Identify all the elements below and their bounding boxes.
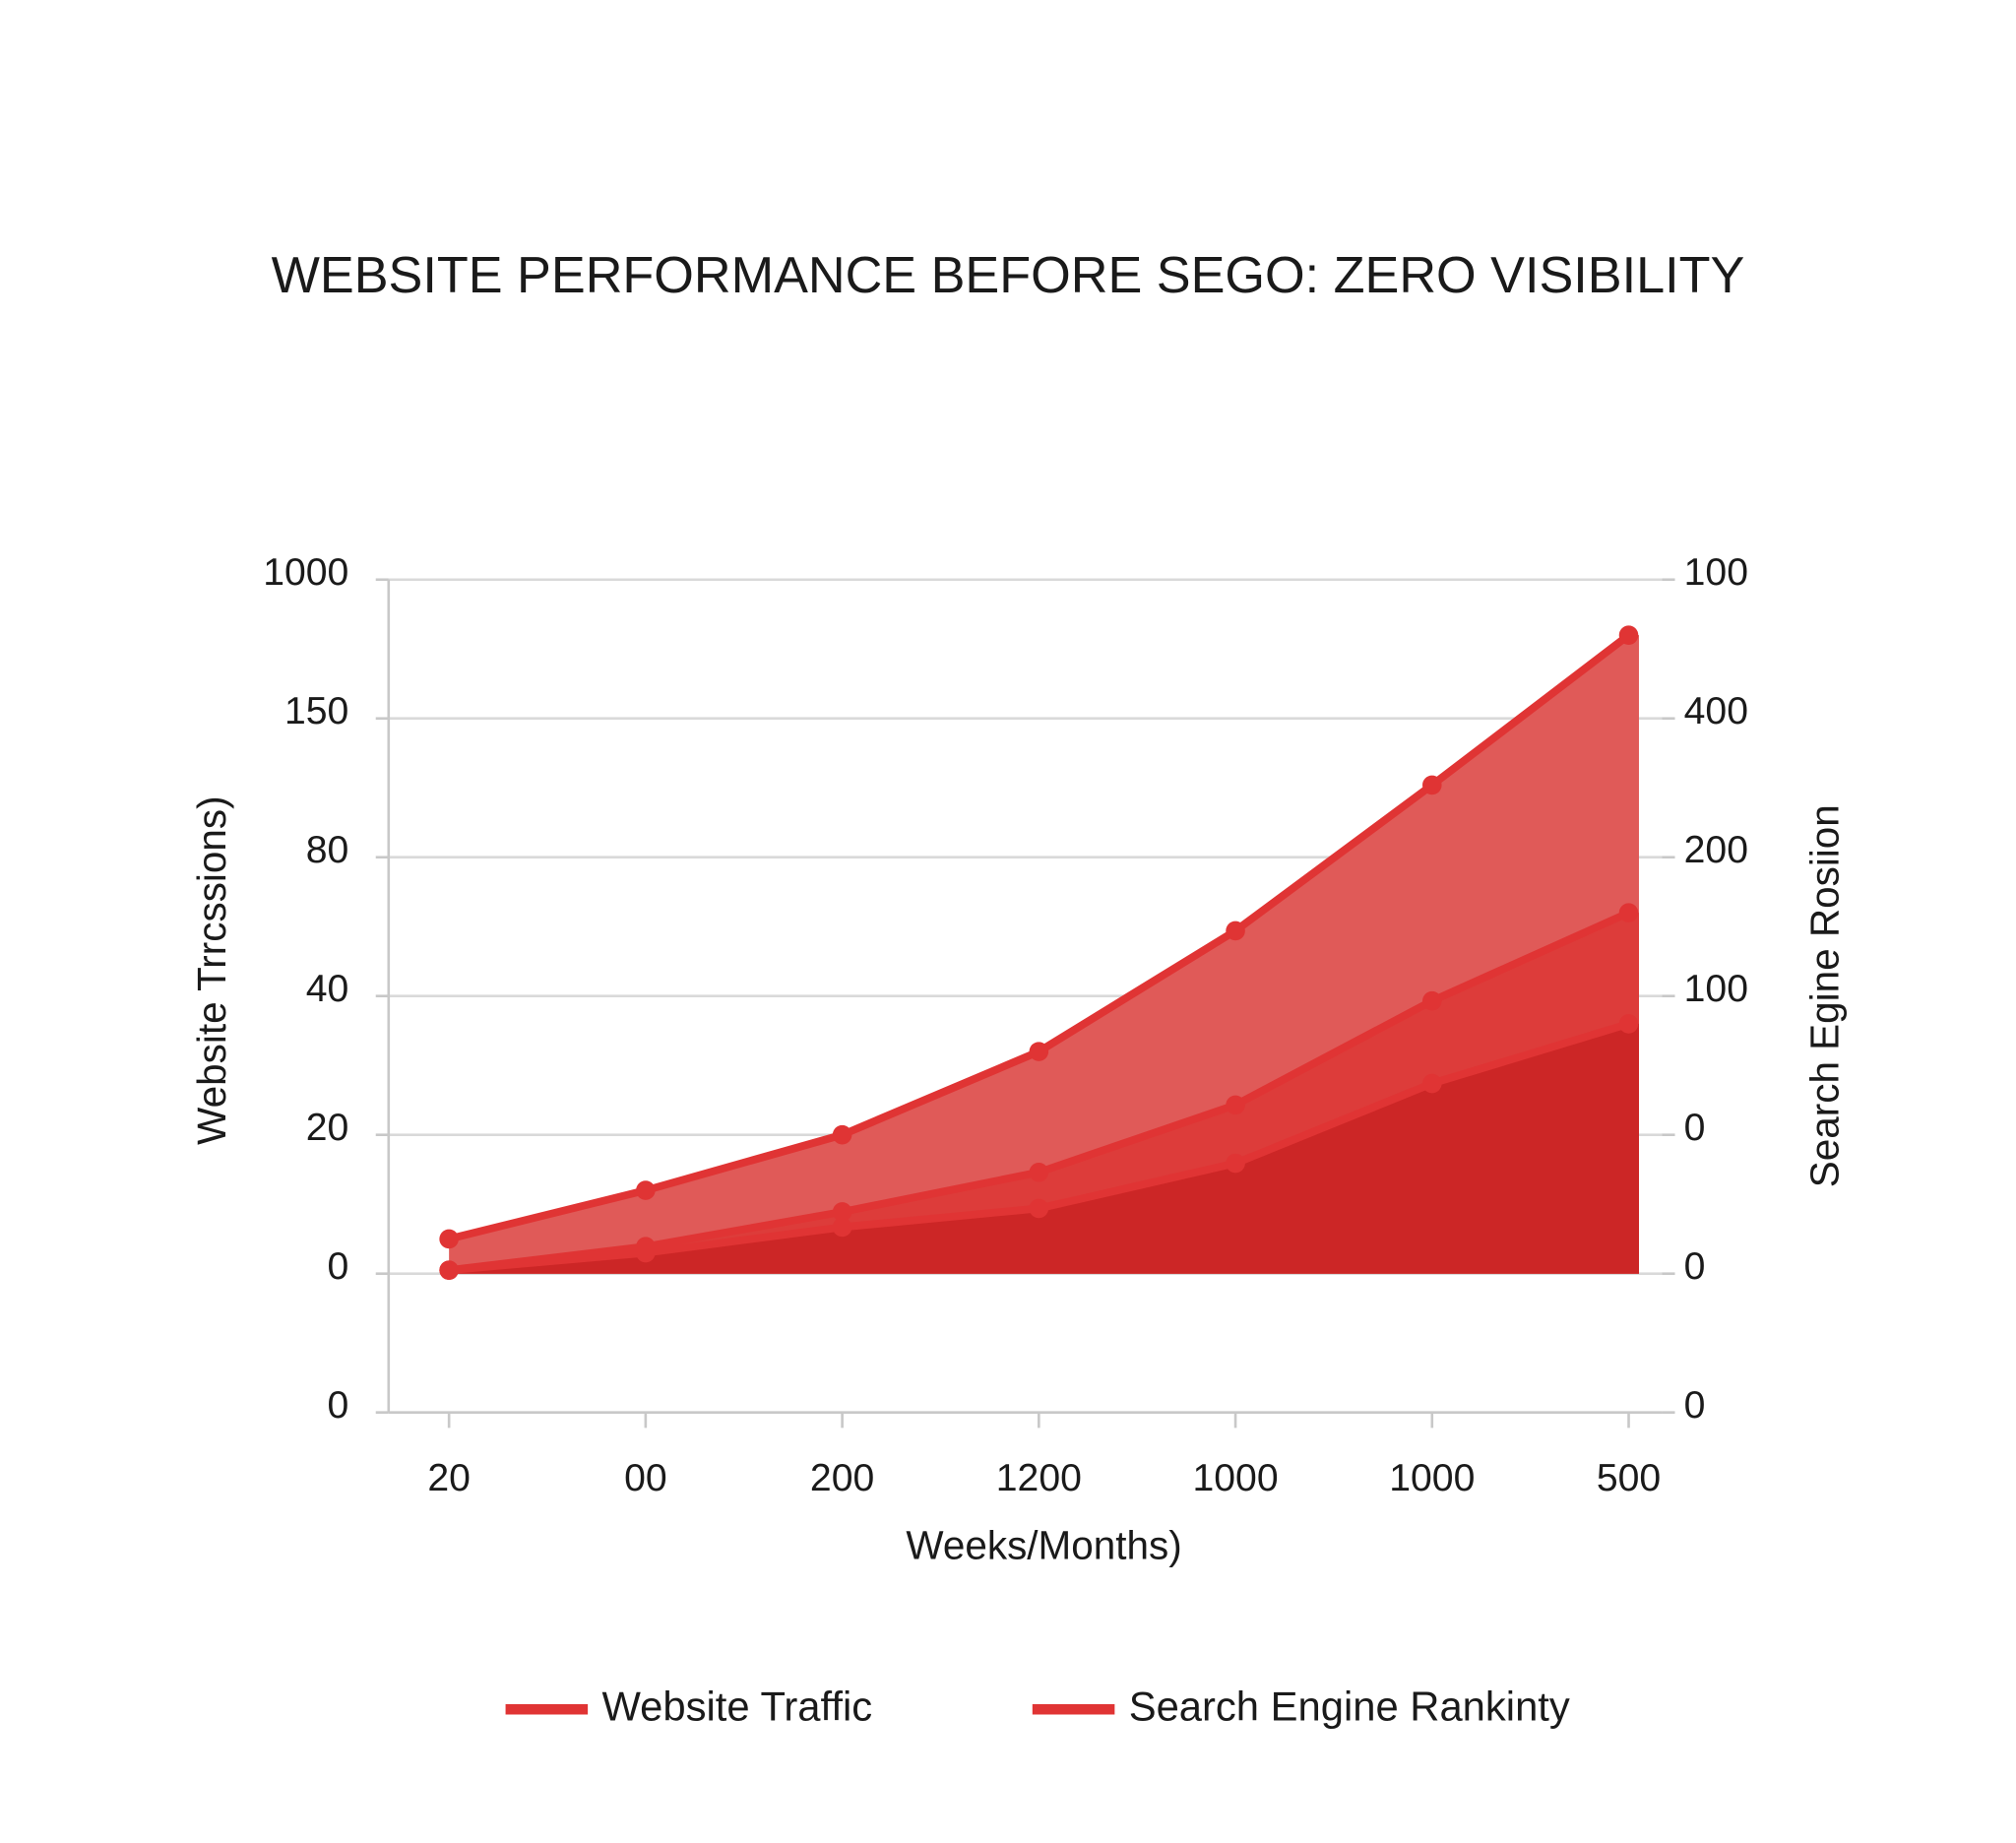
point-marker: [832, 1202, 852, 1222]
y-tick-label: 80: [306, 829, 349, 871]
point-marker: [1618, 625, 1639, 645]
y-tick-label: 20: [306, 1107, 349, 1149]
y2-tick-label: 400: [1684, 690, 1748, 732]
y2-tick-label: 100: [1684, 551, 1748, 594]
y2-tick-label: 200: [1684, 829, 1748, 871]
x-tick-label: 1000: [1193, 1457, 1279, 1499]
y2-tick-label: 0: [1684, 1107, 1706, 1149]
x-tick-label: 1000: [1389, 1457, 1475, 1499]
x-tick-label: 00: [624, 1457, 667, 1499]
point-marker: [1226, 1153, 1245, 1174]
y2-tick-label: 100: [1684, 968, 1748, 1010]
y2-axis-title: Search Egine Rosiion: [1802, 804, 1848, 1187]
point-marker: [1226, 1095, 1245, 1115]
point-marker: [832, 1124, 852, 1145]
point-marker: [636, 1180, 656, 1200]
point-marker: [1422, 1073, 1442, 1094]
legend: Website Traffic Search Engine Rankinty: [505, 1683, 1570, 1729]
point-marker: [636, 1242, 656, 1263]
plot-area: [439, 625, 1639, 1280]
x-tick-label: 200: [810, 1457, 874, 1499]
x-tick-label: 500: [1597, 1457, 1661, 1499]
point-marker: [1029, 1162, 1049, 1182]
x-axis-title: Weeks/Months): [906, 1523, 1181, 1568]
y-tick-label: 0: [328, 1245, 349, 1288]
x-tick-label: 20: [427, 1457, 471, 1499]
point-marker: [1618, 903, 1639, 922]
y-tick-label: 150: [284, 690, 348, 732]
y-tick-label: 1000: [263, 551, 348, 594]
y-tick-label: 40: [306, 968, 349, 1010]
y-tick-label: 0: [328, 1384, 349, 1427]
legend-label: Website Traffic: [601, 1683, 872, 1729]
x-tick-label: 1200: [996, 1457, 1082, 1499]
point-marker: [1422, 775, 1442, 795]
point-marker: [1618, 1014, 1639, 1034]
point-marker: [439, 1229, 459, 1249]
point-marker: [439, 1260, 459, 1280]
legend-label: Search Engine Rankinty: [1129, 1683, 1570, 1729]
y2-tick-label: 0: [1684, 1384, 1706, 1427]
chart-title: WEBSITE PERFORMANCE BEFORE SEGO: ZERO VI…: [272, 247, 1745, 304]
point-marker: [1422, 990, 1442, 1011]
y-axis-title: Website Trrcssions): [189, 795, 234, 1144]
point-marker: [1226, 921, 1245, 941]
point-marker: [1029, 1198, 1049, 1219]
point-marker: [1029, 1042, 1049, 1061]
y2-tick-label: 0: [1684, 1245, 1706, 1288]
point-marker: [832, 1217, 852, 1238]
area-fill: [449, 1023, 1639, 1274]
